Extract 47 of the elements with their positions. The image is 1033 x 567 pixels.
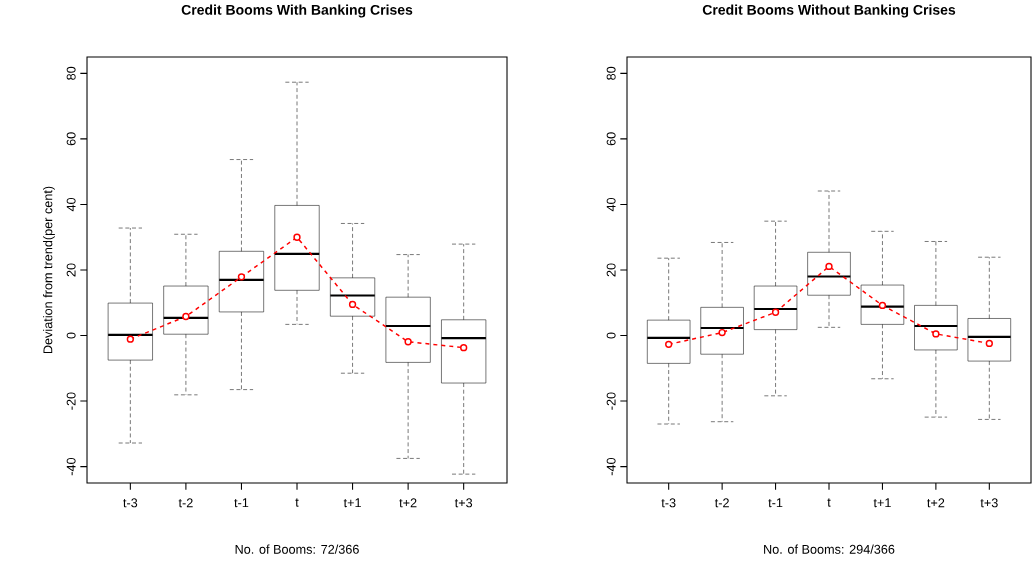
y-tick-label: 40 [66,197,76,212]
chart-title: Credit Booms Without Banking Crises [702,4,956,18]
y-tick-label: 80 [66,66,76,80]
x-tick-label: t [295,498,299,507]
point [985,339,993,348]
x-tick-label: t+3 [980,498,998,508]
x-tick-label: t-3 [661,498,676,508]
y-tick-label: 60 [66,132,76,146]
y-tick-label: 0 [606,332,616,339]
y-tick-label: 60 [606,132,616,146]
point [932,330,940,338]
y-tick-label: 20 [606,263,616,277]
point [878,301,887,310]
point [771,308,780,316]
point [665,340,673,349]
point [718,328,726,337]
point [348,300,357,309]
x-tick-label: t+3 [454,498,473,508]
y-tick-label: -20 [606,392,616,410]
x-tick-label: t-2 [178,498,193,508]
point [126,335,135,343]
x-tick-label: t-3 [123,498,138,508]
point [182,312,190,321]
y-tick-label: 40 [606,197,616,212]
x-axis-title: No. of Booms: 294/366 [764,544,895,554]
x-tick-label: t-2 [714,498,729,508]
point [460,343,468,352]
x-axis-title: No. of Booms: 72/366 [235,544,359,554]
y-tick-label: -40 [66,457,76,476]
point [237,273,246,281]
y-tick-label: -40 [606,457,616,476]
y-tick-label: 20 [66,263,76,277]
y-tick-label: -20 [66,392,76,410]
point [293,233,301,241]
y-tick-label: 0 [66,332,76,339]
chart-title: Credit Booms With Banking Crises [181,4,413,18]
x-tick-label: t+1 [343,498,361,508]
y-axis-title: Deviation from trend(per cent) [43,186,55,354]
point [404,338,412,346]
x-tick-label: t-1 [234,498,249,508]
x-tick-label: t+2 [399,498,417,508]
x-tick-label: t+2 [927,498,945,508]
x-tick-label: t+1 [873,498,891,508]
point [825,262,833,271]
y-tick-label: 80 [606,66,616,80]
x-tick-label: t [827,498,831,507]
x-tick-label: t-1 [768,498,783,508]
